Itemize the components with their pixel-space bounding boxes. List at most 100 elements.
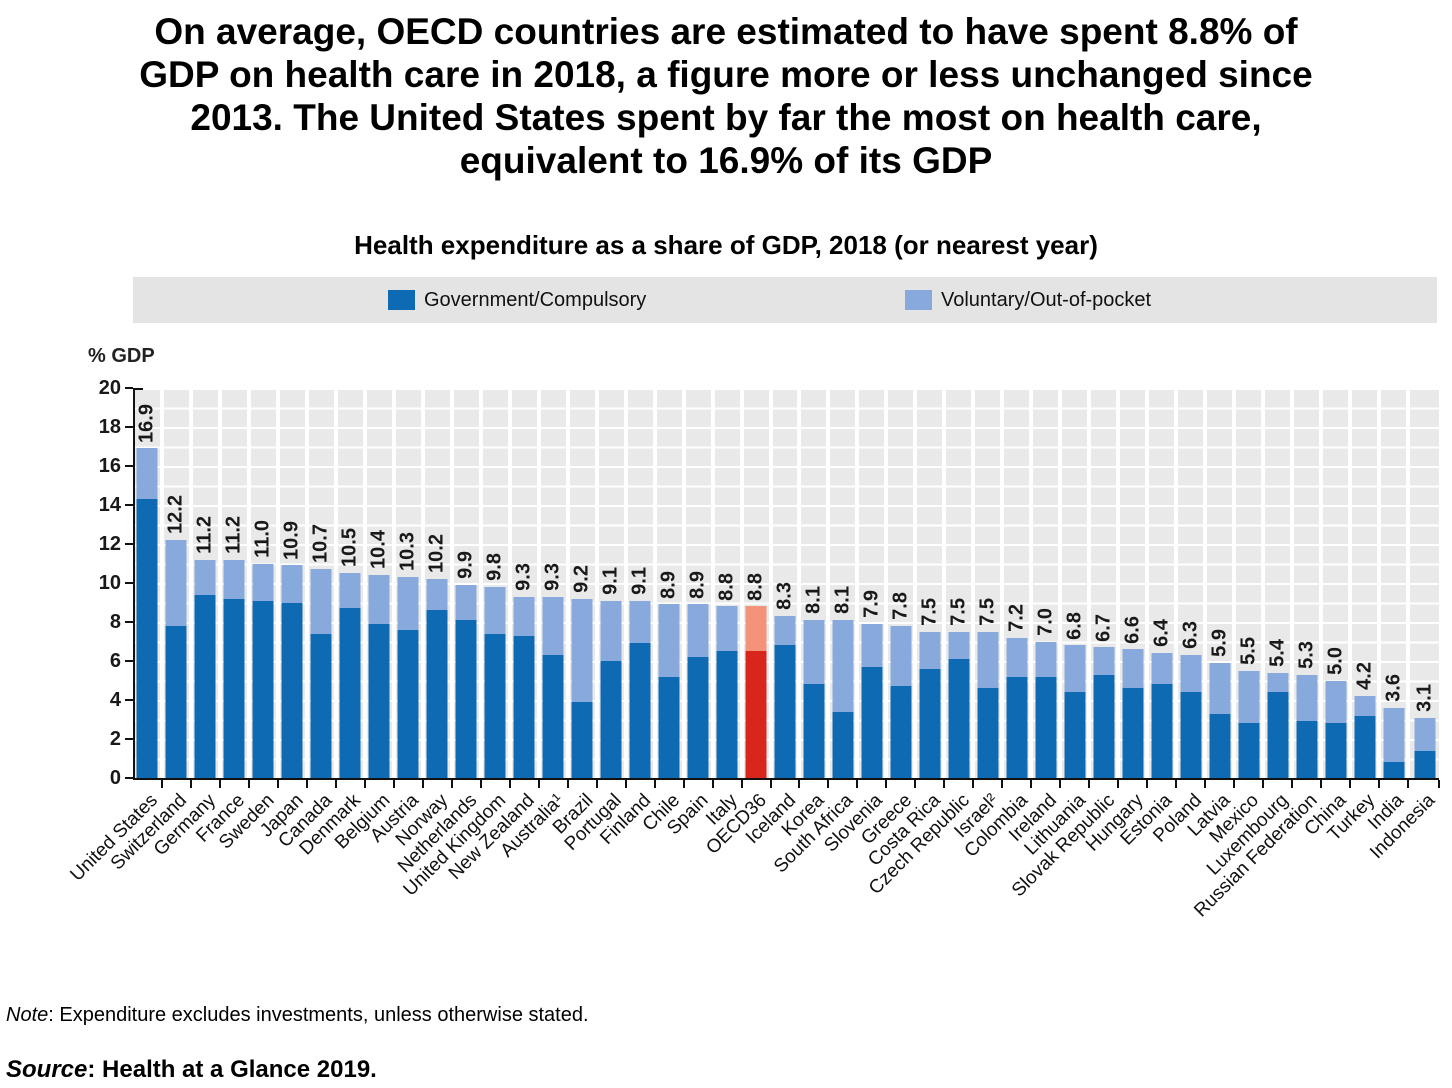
y-axis-tick-label: 20 (98, 377, 121, 399)
y-axis-tick-label: 14 (98, 494, 121, 516)
bar-segment-voluntary (861, 623, 883, 667)
bar-segment-voluntary (455, 584, 477, 621)
bar-segment-government (1354, 715, 1376, 778)
bar-value-label: 7.0 (1034, 607, 1057, 636)
bar-segment-government (1180, 692, 1202, 778)
bar-value-label: 7.9 (860, 590, 883, 618)
bar-value-label: 7.2 (1005, 603, 1028, 632)
bar-segment-government (1383, 762, 1405, 778)
bar-segment-voluntary (339, 573, 361, 609)
bar-value-label: 11.2 (193, 515, 216, 554)
bar-group-canada: 10.7 Canada (274, 388, 338, 852)
x-axis-tick (247, 780, 250, 788)
bar-segment-voluntary (890, 625, 912, 687)
headline-line-3: 2013. The United States spent by far the… (190, 97, 1262, 138)
legend-label-voluntary: Voluntary/Out-of-pocket (941, 288, 1152, 311)
y-axis-tick-label: 16 (98, 455, 121, 477)
bar-segment-voluntary (832, 620, 854, 712)
bar-segment-voluntary (223, 559, 245, 599)
bar-value-label: 5.0 (1324, 646, 1347, 675)
bar-segment-government (281, 602, 303, 778)
x-axis-tick (537, 780, 540, 788)
bar-group-costa-rica: 7.5 Costa Rica (864, 388, 947, 871)
y-axis-tick (125, 387, 133, 389)
bar-group-iceland: 8.3 Iceland (742, 388, 802, 848)
headline: On average, OECD countries are estimated… (0, 10, 1452, 182)
bar-segment-government (1414, 750, 1435, 778)
bar-segment-voluntary (774, 616, 796, 646)
bar-segment-voluntary (1064, 645, 1086, 693)
bar-value-label: 11.0 (251, 519, 274, 558)
note-line: Note: Expenditure excludes investments, … (6, 1001, 1064, 1030)
bar-segment-government (832, 711, 854, 778)
bar-segment-government (1296, 721, 1318, 778)
x-axis-tick (1059, 780, 1062, 788)
bar-value-label: 7.5 (976, 597, 999, 626)
y-axis-tick-label: 8 (109, 611, 121, 633)
bar-segment-voluntary (136, 448, 158, 500)
bar-value-label: 7.8 (889, 592, 912, 620)
x-axis-tick (1088, 780, 1091, 788)
x-axis-tick (1030, 780, 1033, 788)
bar-group-china: 5.0 China (1300, 388, 1353, 840)
bar-value-label: 10.7 (309, 524, 332, 564)
bar-value-label: 9.2 (570, 564, 593, 593)
bar-segment-government (919, 668, 941, 778)
bar-group-switzerland: 12.2 Switzerland (107, 388, 193, 874)
bar-value-label: 9.1 (599, 566, 622, 595)
bar-group-india: 3.6 India (1364, 388, 1410, 834)
bar-group-turkey: 4.2 Turkey (1324, 388, 1382, 845)
bar-segment-voluntary (571, 598, 593, 702)
bar-group-czech-republic: 7.5 Czech Republic (865, 388, 976, 899)
legend-item-voluntary: Voluntary/Out-of-pocket (905, 277, 1151, 323)
bar-segment-voluntary (484, 586, 506, 634)
bar-group-united-states: 16.9 United States (67, 388, 164, 886)
bar-group-korea: 8.1 Korea (778, 388, 831, 841)
x-axis-tick (595, 780, 598, 788)
bar-group-estonia: 6.4 Estonia (1117, 388, 1179, 850)
bar-segment-government (455, 620, 477, 778)
note-text: : Expenditure excludes investments, unle… (48, 1004, 589, 1026)
bar-value-label: 9.8 (483, 553, 506, 581)
bar-segment-voluntary (1238, 670, 1260, 724)
x-axis-tick (218, 780, 221, 788)
x-axis-tick (1204, 780, 1207, 788)
bar-segment-government (1035, 676, 1057, 778)
bar-segment-government (948, 659, 970, 778)
bar-value-label: 8.3 (773, 582, 796, 611)
y-axis-cap (135, 388, 143, 390)
bar-segment-government (1267, 692, 1289, 778)
bar-group-ireland: 7.0 Ireland (1005, 388, 1063, 846)
x-axis-tick (1001, 780, 1004, 788)
bar-segment-government (339, 608, 361, 778)
bar-segment-voluntary (368, 575, 390, 624)
bar-segment-voluntary (1354, 696, 1376, 716)
bar-segment-government (1325, 723, 1347, 778)
bar-segment-voluntary (426, 579, 448, 611)
legend-swatch-government (388, 290, 415, 310)
x-axis-tick (1320, 780, 1323, 788)
notes: Note: Expenditure excludes investments, … (6, 944, 1064, 1088)
y-axis-tick (125, 582, 133, 584)
bar-group-spain: 8.9 Spain (664, 388, 715, 839)
x-axis-tick (1117, 780, 1120, 788)
x-axis-tick (305, 780, 308, 788)
bar-value-label: 9.3 (541, 562, 564, 591)
bar-segment-government (165, 625, 187, 778)
bar-group-denmark: 10.5 Denmark (296, 388, 367, 859)
chart-title: Health expenditure as a share of GDP, 20… (354, 230, 1098, 260)
bar-value-label: 8.9 (657, 570, 680, 599)
y-axis-tick-label: 2 (109, 728, 121, 750)
x-axis-tick (711, 780, 714, 788)
bar-value-label: 5.3 (1295, 640, 1318, 669)
bar-segment-government (484, 633, 506, 778)
bar-group-france: 11.2 France (193, 388, 251, 847)
bar-group-australia: 9.3 Australia¹ (496, 388, 570, 862)
bar-segment-voluntary (948, 631, 970, 660)
bottom-source: Source: Health at a Glance 2019. (6, 1056, 377, 1084)
bar-group-finland: 9.1 Finland (596, 388, 657, 849)
bar-segment-voluntary (1122, 649, 1144, 689)
bar-value-label: 9.9 (454, 551, 477, 579)
bar-segment-voluntary (252, 563, 274, 601)
bar-group-slovenia: 7.9 Slovenia (820, 388, 889, 856)
